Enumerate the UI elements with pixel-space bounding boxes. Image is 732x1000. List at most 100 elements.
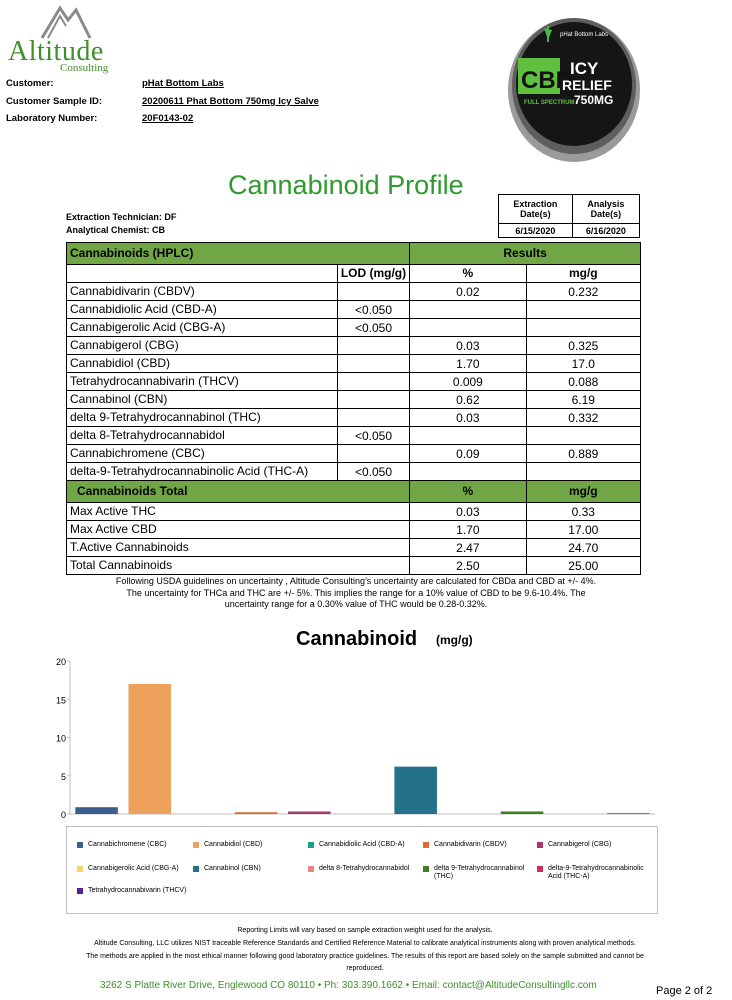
legend-label: Cannabidiol (CBD) [204, 841, 263, 848]
percent-cell [409, 300, 527, 319]
table-row: delta 9-Tetrahydrocannabinol (THC) 0.03 0.… [66, 408, 642, 427]
table-row: Cannabidiolic Acid (CBD-A) <0.050 [66, 300, 642, 319]
logo-wordmark: Altitude [8, 36, 104, 67]
table-row: Cannabidiol (CBD) 1.70 17.0 [66, 354, 642, 373]
cannabinoid-name: Cannabidiolic Acid (CBD-A) [66, 300, 338, 319]
logo-subtitle: Consulting [60, 62, 109, 74]
lab-number-label: Laboratory Number: [6, 113, 98, 124]
bar [128, 683, 172, 814]
bar [500, 811, 544, 814]
bar [234, 812, 278, 814]
lab-number-value: 20F0143-02 [142, 113, 194, 124]
product-dose: 750MG [574, 93, 613, 107]
legend-label: Cannabidivarin (CBDV) [434, 841, 507, 848]
legend-label: delta 8-Tetrahydrocannabidol [319, 865, 410, 872]
bar-chart: 0 5 10 15 20 [56, 657, 655, 820]
lod-cell: <0.050 [336, 318, 411, 337]
mgg-cell [525, 300, 642, 319]
customer-label: Customer: [6, 78, 54, 89]
chart-unit: (mg/g) [436, 633, 473, 647]
lod-cell: <0.050 [336, 300, 411, 319]
table-row: delta 8-Tetrahydrocannabidol <0.050 [66, 426, 642, 445]
total-name: Total Cannabinoids [65, 556, 411, 575]
totals-pct-header: % [409, 480, 527, 503]
footer-line: reproduced. [346, 965, 384, 972]
analytical-chemist: Analytical Chemist: CB [66, 225, 166, 235]
y-tick-label: 0 [61, 810, 66, 820]
legend-label: delta 9-Tetrahydrocannabinol (THC) [434, 865, 525, 880]
legend-item: Cannabichromene (CBC) [77, 841, 189, 849]
legend-swatch [423, 866, 429, 872]
mgg-cell: 0.088 [525, 372, 642, 391]
lod-cell [336, 408, 411, 427]
cannabinoid-name: delta-9-Tetrahydrocannabinolic Acid (THC… [66, 462, 338, 481]
total-percent: 1.70 [409, 520, 527, 539]
total-name: Max Active THC [65, 502, 411, 521]
altitude-logo: Altitude Consulting [4, 2, 112, 74]
totals-mgg-header: mg/g [525, 480, 642, 503]
legend-item: delta-9-Tetrahydrocannabinolic Acid (THC… [537, 865, 649, 881]
legend-label: Cannabichromene (CBC) [88, 841, 167, 848]
totals-header: Cannabinoids Total [65, 480, 411, 503]
total-percent: 2.47 [409, 538, 527, 557]
bar [394, 766, 437, 814]
mgg-cell: 0.889 [525, 444, 642, 463]
percent-cell: 0.03 [409, 408, 527, 427]
product-image: pHat Bottom Labs CBD ICY RELIEF 750MG FU… [504, 6, 640, 164]
cannabinoid-name: Cannabigerol (CBG) [66, 336, 338, 355]
page-number: Page 2 of 2 [656, 985, 713, 997]
cannabinoid-name: delta 9-Tetrahydrocannabinol (THC) [66, 408, 338, 427]
bar [75, 807, 118, 814]
y-tick-label: 15 [56, 695, 66, 705]
percent-cell: 0.03 [409, 336, 527, 355]
legend-label: Cannabigerolic Acid (CBG-A) [88, 865, 179, 872]
lod-cell [336, 354, 411, 373]
y-tick-label: 10 [56, 734, 66, 744]
legend-label: Tetrahydrocannabivarin (THCV) [88, 887, 187, 894]
legend-swatch [308, 842, 314, 848]
lod-cell [336, 282, 411, 301]
legend-item: Cannabigerolic Acid (CBG-A) [77, 865, 189, 873]
col-lod-header: LOD (mg/g) [336, 264, 411, 283]
y-tick-label: 5 [61, 772, 66, 782]
analysis-date: 6/16/2020 [571, 223, 641, 238]
chart-title: Cannabinoid [296, 628, 418, 650]
cannabinoid-name: Cannabidivarin (CBDV) [66, 282, 338, 301]
percent-cell: 1.70 [409, 354, 527, 373]
footer-line: Altitude Consulting, LLC utilizes NIST t… [94, 940, 636, 947]
lod-cell [336, 444, 411, 463]
total-mgg: 17.00 [525, 520, 642, 539]
legend-swatch [308, 866, 314, 872]
table-row: Cannabigerol (CBG) 0.03 0.325 [66, 336, 642, 355]
percent-cell [409, 426, 527, 445]
bar [288, 811, 331, 814]
mgg-cell: 0.332 [525, 408, 642, 427]
product-icy: ICY [570, 59, 599, 78]
total-percent: 0.03 [409, 502, 527, 521]
total-mgg: 0.33 [525, 502, 642, 521]
totals-row: Total Cannabinoids 2.50 25.00 [65, 556, 642, 575]
table-row: Tetrahydrocannabivarin (THCV) 0.009 0.088 [66, 372, 642, 391]
legend-item: Cannabinol (CBN) [193, 865, 305, 873]
customer-value: pHat Bottom Labs [142, 78, 224, 89]
legend-label: Cannabidiolic Acid (CBD-A) [319, 841, 405, 848]
table-row: delta-9-Tetrahydrocannabinolic Acid (THC… [66, 462, 642, 481]
total-name: T.Active Cannabinoids [65, 538, 411, 557]
table-row: Cannabidivarin (CBDV) 0.02 0.232 [66, 282, 642, 301]
mountain-logo-icon [40, 5, 92, 39]
extraction-technician: Extraction Technician: DF [66, 212, 177, 222]
product-relief: RELIEF [562, 77, 612, 93]
mgg-cell: 0.325 [525, 336, 642, 355]
mgg-cell: 17.0 [525, 354, 642, 373]
table-header-results: Results [409, 242, 641, 265]
legend-swatch [193, 866, 199, 872]
bar [607, 813, 650, 814]
total-name: Max Active CBD [65, 520, 411, 539]
table-row: Cannabichromene (CBC) 0.09 0.889 [66, 444, 642, 463]
total-percent: 2.50 [409, 556, 527, 575]
y-tick-label: 20 [56, 657, 66, 667]
legend-swatch [77, 842, 83, 848]
lod-cell [336, 372, 411, 391]
uncertainty-note: Following USDA guidelines on uncertainty… [90, 576, 622, 611]
totals-row: Max Active CBD 1.70 17.00 [65, 520, 642, 539]
